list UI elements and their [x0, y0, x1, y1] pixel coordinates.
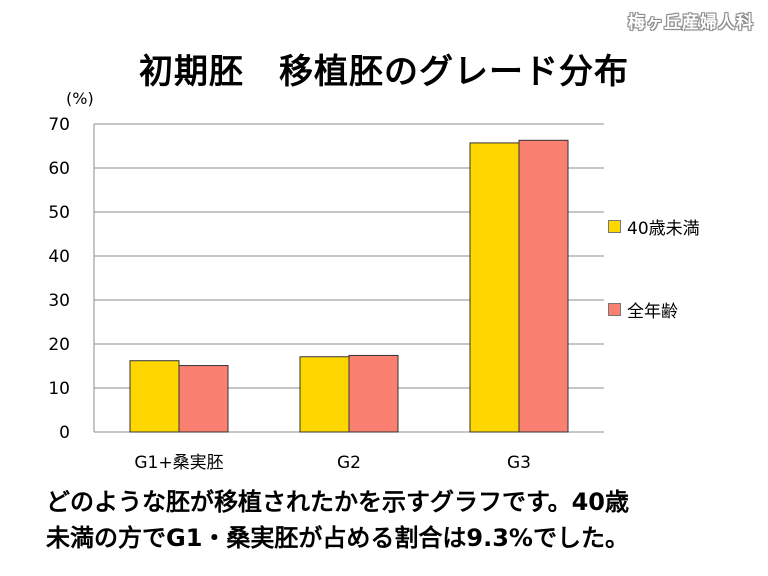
legend-label-under40: 40歳未満	[627, 219, 700, 239]
legend-item-under40: 40歳未満	[608, 214, 700, 239]
bar	[299, 356, 350, 433]
clinic-watermark: 梅ヶ丘産婦人科	[628, 13, 754, 33]
x-tick-label: G1+桑実胚	[134, 453, 223, 473]
bars	[129, 139, 569, 433]
legend-swatch-all-ages	[608, 303, 621, 316]
y-axis-ticks: 0 10 20 30 40 50 60 70	[48, 115, 70, 443]
y-tick-label: 40	[48, 247, 70, 267]
bar	[518, 139, 569, 433]
bar	[178, 365, 229, 433]
x-tick-label: G3	[507, 453, 531, 473]
legend-swatch-under40	[608, 220, 621, 233]
caption: どのような胚が移植されたかを示すグラフです。40歳 未満の方でG1・桑実胚が占め…	[46, 484, 746, 556]
bar	[129, 360, 180, 433]
y-tick-label: 60	[48, 159, 70, 179]
caption-line-2: 未満の方でG1・桑実胚が占める割合は9.3%でした。	[46, 524, 629, 552]
y-tick-label: 30	[48, 291, 70, 311]
slide-title: 初期胚 移植胚のグレード分布	[139, 52, 629, 92]
y-tick-label: 70	[48, 115, 70, 135]
legend-label-all-ages: 全年齢	[627, 302, 678, 322]
bar-chart: (%) 0 10 20 30 40 50 60 70 G1+桑実胚 G2 G3	[48, 89, 604, 473]
y-tick-label: 0	[59, 423, 70, 443]
legend-item-all-ages: 全年齢	[608, 297, 678, 322]
bar	[348, 354, 399, 433]
y-axis-unit-label: (%)	[66, 89, 94, 108]
x-tick-label: G2	[337, 453, 361, 473]
y-tick-label: 20	[48, 335, 70, 355]
caption-line-1: どのような胚が移植されたかを示すグラフです。40歳	[46, 488, 629, 516]
x-axis-ticks: G1+桑実胚 G2 G3	[134, 453, 531, 473]
bar	[469, 142, 520, 433]
y-tick-label: 10	[48, 379, 70, 399]
y-tick-label: 50	[48, 203, 70, 223]
